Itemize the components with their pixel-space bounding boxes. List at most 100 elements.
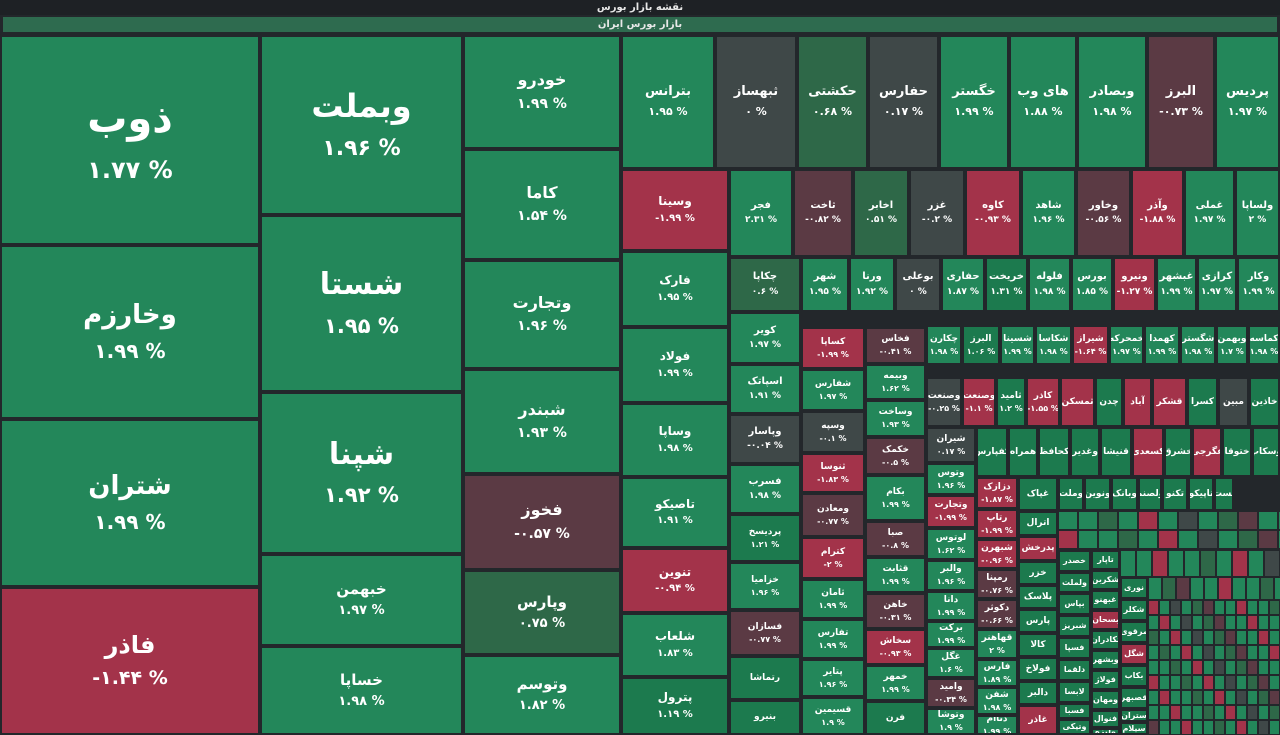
treemap-tile[interactable]: دانا ۱.۹۹ %	[926, 591, 976, 621]
treemap-tile[interactable]: نوری	[1120, 577, 1148, 599]
treemap-small-tile[interactable]	[1181, 675, 1192, 690]
treemap-small-tile[interactable]	[1192, 705, 1203, 720]
treemap-tile[interactable]: وتیکی	[1058, 719, 1091, 735]
treemap-small-tile[interactable]	[1198, 511, 1218, 530]
treemap-tile[interactable]: قصبهر	[1120, 687, 1148, 709]
treemap-small-tile[interactable]	[1203, 720, 1214, 735]
treemap-small-tile[interactable]	[1246, 577, 1260, 600]
treemap-small-tile[interactable]	[1181, 660, 1192, 675]
treemap-tile[interactable]: وپاسار -۰.۰۴ %	[729, 414, 801, 464]
treemap-tile[interactable]: پترول ۱.۱۹ %	[621, 677, 729, 735]
treemap-tile[interactable]: پتایر ۱.۹۶ %	[801, 659, 865, 697]
treemap-tile[interactable]: شفن ۱.۹۸ %	[976, 687, 1018, 715]
treemap-small-tile[interactable]	[1203, 600, 1214, 615]
treemap-small-tile[interactable]	[1236, 600, 1247, 615]
treemap-tile[interactable]: آباد	[1123, 377, 1152, 427]
treemap-tile[interactable]: پدرخش	[1018, 536, 1058, 561]
treemap-tile[interactable]: خصدر	[1058, 550, 1091, 572]
treemap-tile[interactable]: ستران	[1120, 709, 1148, 722]
treemap-tile[interactable]: کترام -۲ %	[801, 537, 865, 579]
treemap-tile[interactable]: وتجارت -۱.۹۹ %	[926, 495, 976, 528]
treemap-small-tile[interactable]	[1184, 550, 1200, 577]
treemap-tile[interactable]: شکربن	[1091, 570, 1120, 590]
treemap-small-tile[interactable]	[1269, 690, 1280, 705]
treemap-small-tile[interactable]	[1232, 577, 1246, 600]
treemap-tile[interactable]: تکادران	[1091, 630, 1120, 650]
treemap-tile[interactable]: پارس	[1018, 609, 1058, 633]
treemap-tile[interactable]: رتاپ -۱.۹۹ %	[976, 509, 1018, 539]
treemap-small-tile[interactable]	[1225, 675, 1236, 690]
treemap-tile[interactable]: حفاری ۱.۸۷ %	[941, 257, 985, 312]
treemap-tile[interactable]: پردیسخ ۱.۲۱ %	[729, 514, 801, 562]
treemap-tile[interactable]: خمهر ۱.۹۹ %	[865, 665, 926, 701]
treemap-tile[interactable]: شبندر ۱.۹۳ %	[463, 369, 621, 474]
treemap-small-tile[interactable]	[1236, 705, 1247, 720]
treemap-small-tile[interactable]	[1148, 690, 1159, 705]
treemap-small-tile[interactable]	[1214, 720, 1225, 735]
treemap-tile[interactable]: کرازی ۱.۹۷ %	[1197, 257, 1237, 312]
treemap-tile[interactable]: چکارن ۱.۹۸ %	[926, 325, 962, 365]
treemap-small-tile[interactable]	[1238, 511, 1258, 530]
treemap-tile[interactable]: وملت	[1058, 477, 1084, 511]
treemap-small-tile[interactable]	[1148, 630, 1159, 645]
treemap-small-tile[interactable]	[1170, 720, 1181, 735]
treemap-small-tile[interactable]	[1159, 690, 1170, 705]
treemap-small-tile[interactable]	[1152, 550, 1168, 577]
treemap-small-tile[interactable]	[1203, 645, 1214, 660]
treemap-small-tile[interactable]	[1138, 511, 1158, 530]
treemap-small-tile[interactable]	[1159, 615, 1170, 630]
treemap-small-tile[interactable]	[1214, 690, 1225, 705]
treemap-tile[interactable]: مرقوی	[1120, 621, 1148, 643]
treemap-small-tile[interactable]	[1232, 550, 1248, 577]
treemap-tile[interactable]: عگرجی	[1192, 427, 1222, 477]
treemap-small-tile[interactable]	[1258, 675, 1269, 690]
treemap-tile[interactable]: غبشهر ۱.۹۹ %	[1156, 257, 1197, 312]
treemap-tile[interactable]: برکت ۱.۹۹ %	[926, 621, 976, 648]
treemap-small-tile[interactable]	[1258, 690, 1269, 705]
treemap-small-tile[interactable]	[1269, 705, 1280, 720]
treemap-small-tile[interactable]	[1192, 630, 1203, 645]
treemap-tile[interactable]: وپارس ۰.۷۵ %	[463, 570, 621, 655]
treemap-small-tile[interactable]	[1136, 550, 1152, 577]
treemap-small-tile[interactable]	[1203, 675, 1214, 690]
treemap-tile[interactable]: شبهرن -۰.۹۶ %	[976, 539, 1018, 569]
treemap-tile[interactable]: قسیمین ۱.۹ %	[801, 697, 865, 735]
treemap-small-tile[interactable]	[1247, 645, 1258, 660]
treemap-tile[interactable]: کفپارس	[976, 427, 1008, 477]
treemap-tile[interactable]: البرز -۰.۷۳ %	[1147, 35, 1215, 169]
treemap-tile[interactable]: خبهمن ۱.۹۷ %	[260, 554, 463, 646]
treemap-small-tile[interactable]	[1170, 600, 1181, 615]
treemap-small-tile[interactable]	[1159, 645, 1170, 660]
treemap-tile[interactable]: وبانک	[1111, 477, 1138, 511]
treemap-tile[interactable]: صبا -۰.۸ %	[865, 521, 926, 557]
treemap-small-tile[interactable]	[1269, 645, 1280, 660]
treemap-small-tile[interactable]	[1247, 690, 1258, 705]
treemap-tile[interactable]: ولصنم	[1138, 477, 1162, 511]
treemap-tile[interactable]: شیران ۰.۱۷ %	[926, 427, 976, 463]
treemap-tile[interactable]: ورنا ۱.۹۲ %	[849, 257, 895, 312]
treemap-small-tile[interactable]	[1278, 530, 1280, 549]
treemap-small-tile[interactable]	[1148, 705, 1159, 720]
treemap-tile[interactable]: دتاام ۱.۹۹ %	[976, 715, 1018, 735]
treemap-small-tile[interactable]	[1159, 630, 1170, 645]
treemap-small-tile[interactable]	[1248, 550, 1264, 577]
treemap-small-tile[interactable]	[1203, 705, 1214, 720]
treemap-small-tile[interactable]	[1214, 600, 1225, 615]
treemap-small-tile[interactable]	[1192, 690, 1203, 705]
treemap-tile[interactable]: بکام ۱.۹۹ %	[865, 475, 926, 521]
treemap-tile[interactable]: لوتوس ۱.۶۲ %	[926, 528, 976, 560]
treemap-tile[interactable]: خاذین	[1249, 377, 1280, 427]
treemap-small-tile[interactable]	[1192, 600, 1203, 615]
treemap-small-tile[interactable]	[1148, 600, 1159, 615]
treemap-tile[interactable]: شکاسا ۱.۹۸ %	[1035, 325, 1072, 365]
treemap-tile[interactable]: خمحرکه ۱.۹۷ %	[1109, 325, 1144, 365]
treemap-tile[interactable]: فنوال	[1091, 710, 1120, 728]
treemap-tile[interactable]: قثابت ۱.۹۹ %	[865, 557, 926, 593]
treemap-tile[interactable]: ذوب ۱.۷۷ %	[0, 35, 260, 245]
treemap-tile[interactable]: ختوقا	[1222, 427, 1252, 477]
treemap-small-tile[interactable]	[1214, 705, 1225, 720]
treemap-small-tile[interactable]	[1274, 577, 1280, 600]
treemap-tile[interactable]: کسرا	[1187, 377, 1218, 427]
treemap-tile[interactable]: شهر ۱.۹۵ %	[801, 257, 849, 312]
treemap-small-tile[interactable]	[1158, 530, 1178, 549]
